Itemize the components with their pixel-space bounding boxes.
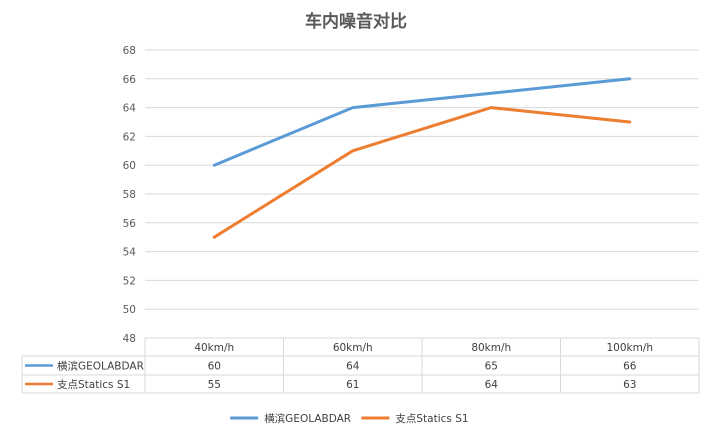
table-cell-value: 66 [623,361,637,373]
x-tick-label: 100km/h [606,342,653,354]
table-cell-value: 64 [485,379,499,391]
y-tick-label: 50 [123,304,136,316]
table-cell-value: 65 [485,361,498,373]
x-tick-label: 80km/h [471,342,511,354]
table-cell-value: 55 [208,379,221,391]
series-line [212,106,632,239]
y-tick-label: 68 [123,45,136,57]
x-tick-label: 40km/h [194,342,234,354]
plot-area [212,77,632,239]
grid [145,49,699,310]
y-tick-label: 54 [123,247,137,259]
table-cell-value: 64 [346,361,360,373]
y-tick-label: 52 [123,275,136,287]
legend-label: 支点Statics S1 [395,413,468,425]
legend-label: 横滨GEOLABDAR [264,412,351,425]
y-tick-label: 56 [123,218,137,230]
series-line [212,77,632,167]
x-tick-label: 60km/h [333,342,373,354]
legend: 横滨GEOLABDAR 支点Statics S1 [230,412,469,425]
y-tick-label: 62 [123,131,136,143]
y-tick-label: 48 [123,333,136,345]
y-tick-label: 58 [123,189,136,201]
y-tick-label: 66 [123,74,137,86]
table-cell-value: 60 [208,361,221,373]
y-tick-label: 60 [123,160,136,172]
data-table: 40km/h 60km/h 80km/h 100km/h 横滨GEOLABDAR 60 64… [21,337,700,394]
y-tick-label: 64 [123,103,137,115]
table-series-name: 横滨GEOLABDAR [57,360,144,373]
table-series-name: 支点Statics S1 [57,379,130,391]
y-axis: 48 50 52 54 56 58 60 62 64 66 68 [123,45,137,345]
table-cell-value: 63 [623,379,636,391]
chart-title: 车内噪音对比 [305,11,407,32]
table-cell-value: 61 [346,379,359,391]
